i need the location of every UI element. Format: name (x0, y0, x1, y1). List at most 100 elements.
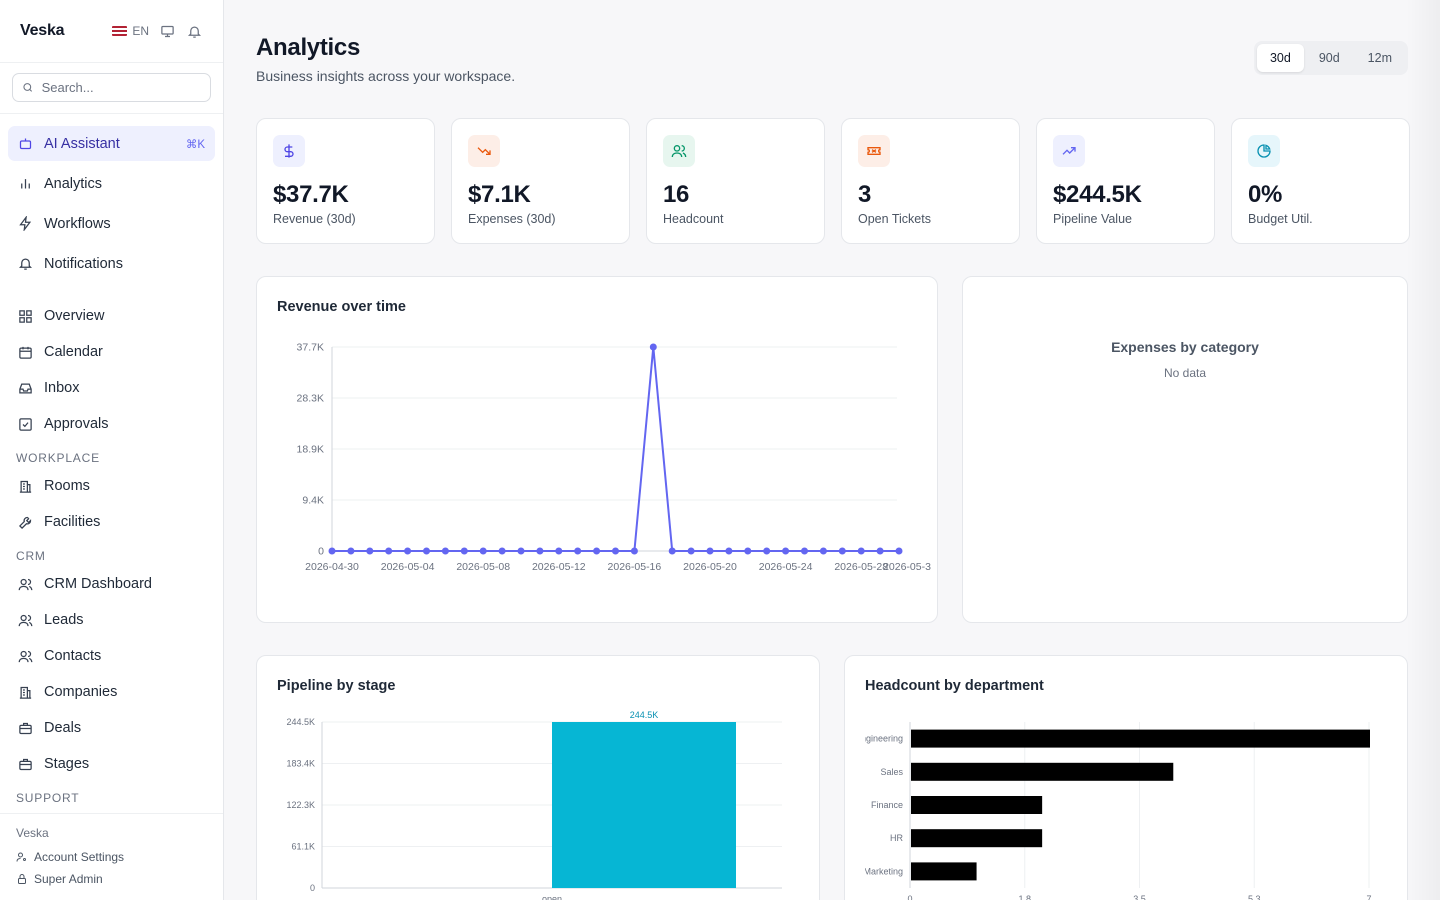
data-point (460, 547, 468, 555)
y-tick-label: 0 (318, 546, 324, 558)
lock-icon (18, 874, 26, 884)
nav-workflows[interactable]: Workflows (8, 206, 215, 241)
nav-ai-assistant[interactable]: AI Assistant ⌘K (8, 126, 215, 161)
y-tick-label: 28.3K (297, 393, 324, 405)
monitor-icon[interactable] (158, 22, 176, 40)
bell-icon[interactable] (185, 22, 203, 40)
grid-icon (18, 309, 33, 324)
range-90d-button[interactable]: 90d (1306, 44, 1353, 72)
calendar-icon (18, 345, 33, 360)
nav-stages[interactable]: Stages (8, 748, 215, 780)
main-content: Analytics Business insights across your … (224, 0, 1440, 900)
kpi-card-tickets: 3 Open Tickets (841, 118, 1020, 244)
x-tick-label: 3.5 (1133, 894, 1146, 900)
nav-label: Leads (44, 612, 84, 628)
y-tick-label: 37.7K (297, 342, 324, 354)
nav-deals[interactable]: Deals (8, 712, 215, 744)
nav-label: Facilities (44, 514, 101, 530)
data-point (517, 547, 525, 555)
nav-calendar[interactable]: Calendar (8, 336, 215, 368)
users-icon (18, 649, 33, 664)
sidebar: Veska EN AI Assistant ⌘K Analytics (0, 0, 224, 900)
language-label: EN (132, 24, 149, 38)
data-point (838, 547, 846, 555)
nav-overview[interactable]: Overview (8, 300, 215, 332)
data-point (574, 547, 582, 555)
y-tick-label: Finance (871, 800, 903, 810)
range-12m-button[interactable]: 12m (1355, 44, 1405, 72)
us-flag-icon (112, 26, 128, 36)
pipeline-bar-chart: 0 61.1K 122.3K 183.4K 244.5K 244.5K open (286, 710, 782, 900)
nav-label: Workflows (44, 215, 111, 232)
user-gear-icon (16, 852, 26, 862)
search-box[interactable] (12, 73, 211, 102)
y-tick-label: Engineering (855, 734, 903, 744)
y-tick-label: Sales (880, 767, 903, 777)
kpi-card-revenue: $37.7K Revenue (30d) (256, 118, 435, 244)
data-point (763, 547, 771, 555)
search-input[interactable] (41, 80, 201, 95)
nav-inbox[interactable]: Inbox (8, 372, 215, 404)
nav-notifications[interactable]: Notifications (8, 246, 215, 281)
chart-title: Headcount by department (865, 678, 1044, 694)
chart-title: Expenses by category (1111, 339, 1259, 355)
chart-title: Pipeline by stage (277, 678, 396, 694)
nav-label: Approvals (44, 416, 109, 432)
sidebar-header: Veska EN (0, 0, 223, 63)
users-icon (663, 135, 695, 167)
kpi-label: Expenses (30d) (468, 212, 556, 226)
y-tick-label: 61.1K (291, 842, 315, 852)
nav-label: Companies (44, 684, 118, 700)
nav-label: Inbox (44, 380, 80, 396)
kpi-value: 0% (1248, 181, 1283, 208)
building-icon (18, 479, 33, 494)
page-subtitle: Business insights across your workspace. (256, 68, 516, 84)
workspace-name: Veska (16, 826, 49, 840)
empty-state-text: No data (1163, 366, 1207, 380)
nav-rooms[interactable]: Rooms (8, 470, 215, 502)
bar-data-label: 244.5K (630, 710, 659, 720)
headcount-chart-card: Headcount by department 0 1.8 3.5 5.3 7 Engin… (844, 655, 1408, 900)
nav-leads[interactable]: Leads (8, 604, 215, 636)
y-tick-label: 0 (310, 883, 315, 893)
sidebar-footer: Veska Account Settings Super Admin (0, 813, 223, 900)
kpi-card-headcount: 16 Headcount (646, 118, 825, 244)
briefcase-icon (18, 721, 33, 736)
expenses-chart-card: Expenses by category No data (962, 276, 1408, 623)
x-tick-label: 1.8 (1018, 894, 1031, 900)
y-tick-label: 183.4K (286, 759, 315, 769)
kpi-card-pipeline: $244.5K Pipeline Value (1036, 118, 1215, 244)
nav-approvals[interactable]: Approvals (8, 408, 215, 440)
data-point (649, 343, 657, 351)
data-point (404, 547, 412, 555)
nav-label: CRM Dashboard (44, 576, 152, 592)
nav-analytics[interactable]: Analytics (8, 166, 215, 201)
inbox-icon (18, 381, 33, 396)
brand-logo[interactable]: Veska (20, 22, 65, 39)
language-switcher[interactable]: EN (112, 24, 149, 38)
users-icon (18, 613, 33, 628)
account-settings-link[interactable]: Account Settings (16, 846, 207, 868)
range-30d-button[interactable]: 30d (1256, 44, 1304, 72)
data-point (536, 547, 544, 555)
nav-facilities[interactable]: Facilities (8, 506, 215, 538)
headcount-bar (911, 796, 1043, 814)
kpi-label: Open Tickets (858, 212, 931, 226)
nav-contacts[interactable]: Contacts (8, 640, 215, 672)
nav-crm-dashboard[interactable]: CRM Dashboard (8, 568, 215, 600)
nav-label: Contacts (44, 648, 102, 664)
data-point (857, 547, 865, 555)
data-point (801, 547, 808, 555)
section-label-crm: CRM (16, 549, 46, 563)
x-tick-label: open (542, 894, 562, 900)
data-point (498, 547, 506, 555)
revenue-chart-card: Revenue over time 0 9.4K 18.9K 28.3K 37.7K 20… (256, 276, 938, 623)
headcount-bar (911, 829, 1043, 848)
data-point (706, 547, 714, 555)
account-settings-label: Account Settings (34, 850, 125, 864)
search-icon (23, 83, 33, 92)
lightning-icon (18, 216, 33, 231)
revenue-line-chart: 0 9.4K 18.9K 28.3K 37.7K 2026-04-30 2026-05-04… (297, 342, 932, 574)
secondary-nav: Overview Calendar Inbox Approvals WORKPL… (0, 286, 223, 810)
nav-companies[interactable]: Companies (8, 676, 215, 708)
